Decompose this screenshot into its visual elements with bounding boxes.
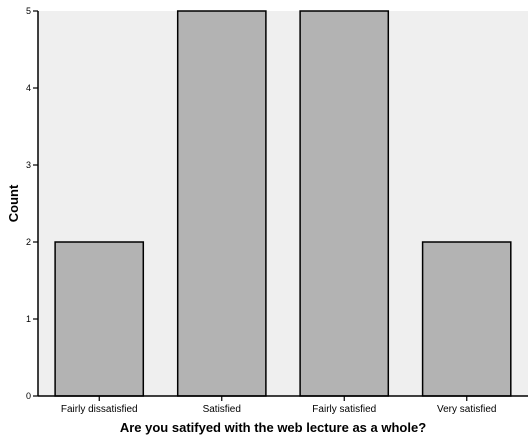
- bar-fairly-dissatisfied: [54, 241, 145, 397]
- y-tick-label: 3: [26, 160, 31, 170]
- y-ticks-group: 0 1 2 3 4 5: [26, 6, 38, 401]
- x-tick-label: Fairly satisfied: [312, 404, 376, 415]
- y-tick-label: 0: [26, 391, 31, 401]
- y-tick-label: 1: [26, 314, 31, 324]
- y-tick-label: 2: [26, 237, 31, 247]
- bars-group: [54, 10, 512, 397]
- y-axis-label: Count: [6, 184, 21, 222]
- y-tick-label: 4: [26, 83, 31, 93]
- y-tick-label: 5: [26, 6, 31, 16]
- x-tick-label: Very satisfied: [437, 404, 496, 415]
- bar-fairly-satisfied: [299, 10, 390, 397]
- x-ticks-group: Fairly dissatisfied Satisfied Fairly satis…: [61, 396, 496, 415]
- x-axis-label: Are you satifyed with the web lecture as…: [120, 420, 426, 435]
- x-tick-label: Fairly dissatisfied: [61, 404, 138, 415]
- bar-satisfied: [176, 10, 267, 397]
- x-tick-label: Satisfied: [203, 404, 241, 415]
- bar-very-satisfied: [421, 241, 512, 397]
